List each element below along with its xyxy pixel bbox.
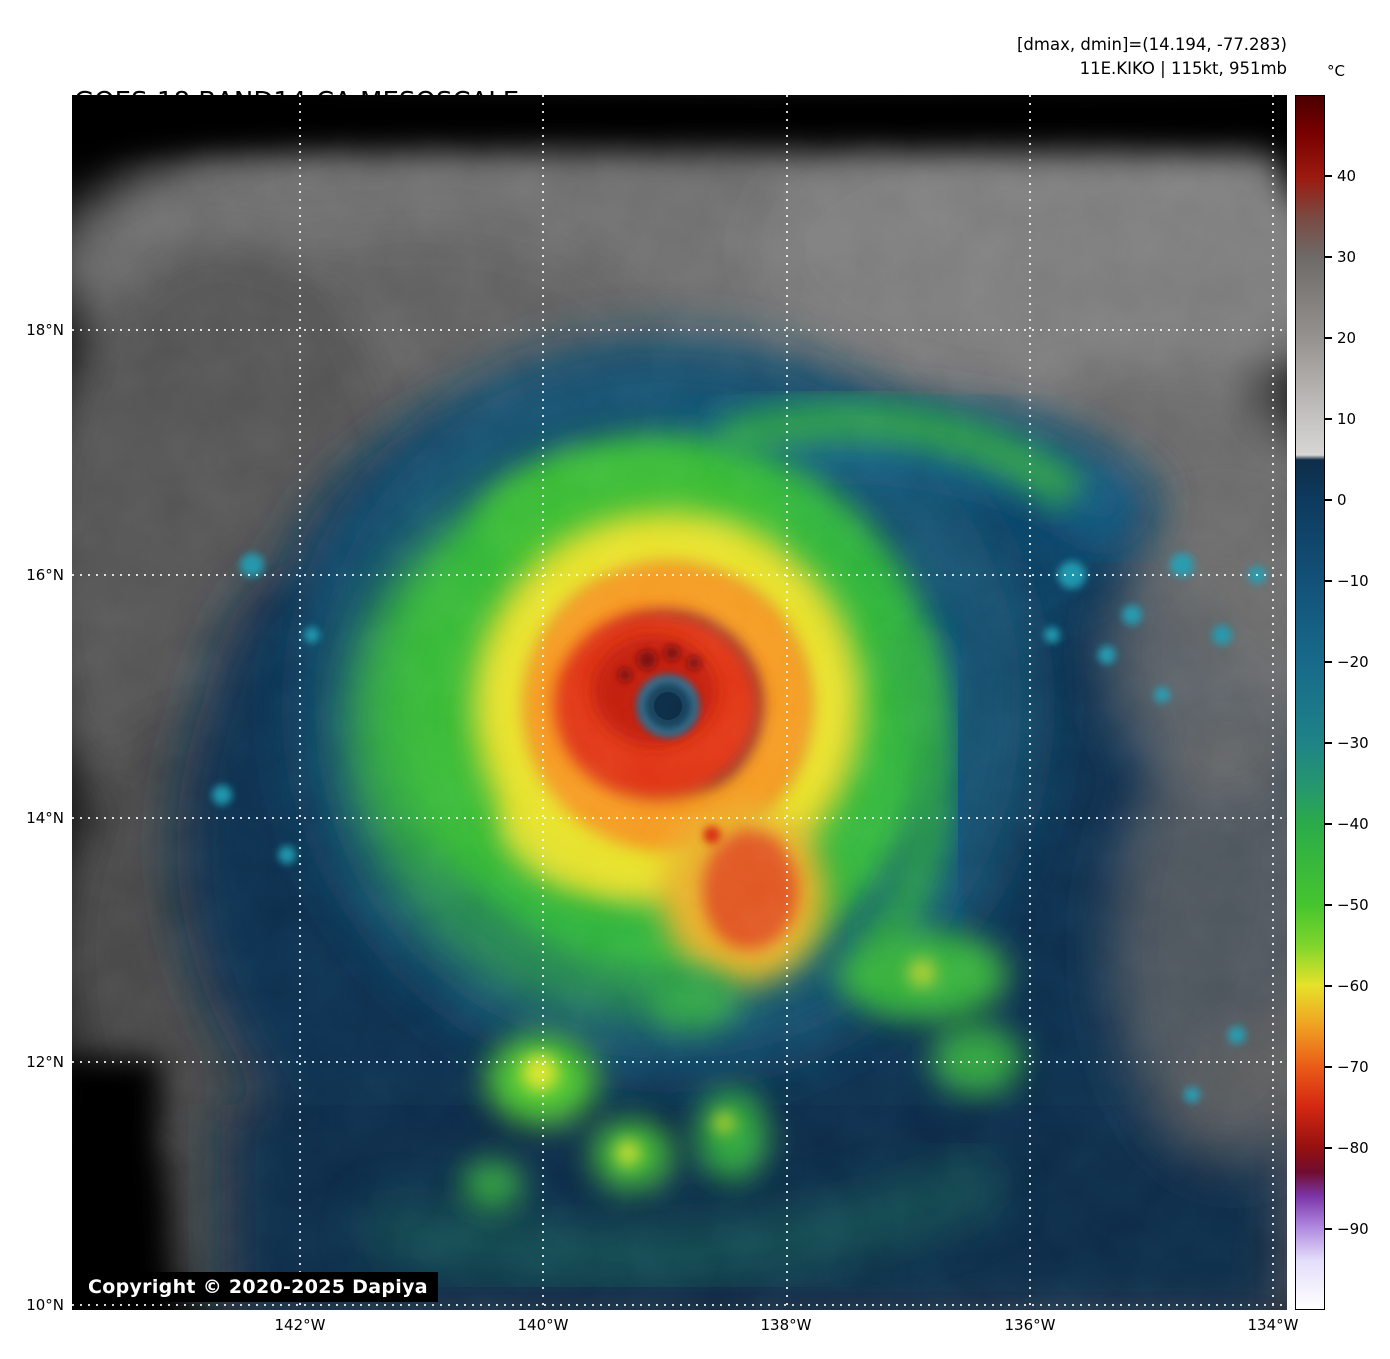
lat-label: 10°N bbox=[26, 1296, 64, 1314]
lat-label: 12°N bbox=[26, 1053, 64, 1071]
lat-label: 18°N bbox=[26, 321, 64, 339]
satellite-image bbox=[72, 95, 1287, 1310]
colorbar-tick-mark bbox=[1325, 1066, 1332, 1068]
lon-label: 134°W bbox=[1247, 1316, 1299, 1334]
colorbar-tick-mark bbox=[1325, 742, 1332, 744]
colorbar-tick-mark bbox=[1325, 1228, 1332, 1230]
colorbar-tick-mark bbox=[1325, 256, 1332, 258]
colorbar-tick-mark bbox=[1325, 499, 1332, 501]
colorbar-tick-mark bbox=[1325, 580, 1332, 582]
colorbar-tick-label: 40 bbox=[1337, 167, 1357, 185]
colorbar-tick-mark bbox=[1325, 418, 1332, 420]
colorbar-tick-label: −80 bbox=[1337, 1139, 1369, 1157]
plot-area: Copyright © 2020-2025 Dapiya bbox=[72, 95, 1287, 1310]
colorbar-tick-mark bbox=[1325, 337, 1332, 339]
lat-label: 14°N bbox=[26, 809, 64, 827]
dmax-dmin-annotation: [dmax, dmin]=(14.194, -77.283) bbox=[1017, 35, 1287, 54]
colorbar-tick-mark bbox=[1325, 661, 1332, 663]
colorbar-tick-label: −50 bbox=[1337, 896, 1369, 914]
colorbar-tick-label: −60 bbox=[1337, 977, 1369, 995]
colorbar-tick-label: −90 bbox=[1337, 1220, 1369, 1238]
colorbar-tick-label: 0 bbox=[1337, 491, 1347, 509]
colorbar-tick-mark bbox=[1325, 175, 1332, 177]
colorbar-tick-mark bbox=[1325, 823, 1332, 825]
temperature-colorbar bbox=[1295, 95, 1325, 1310]
storm-info-annotation: 11E.KIKO | 115kt, 951mb bbox=[1079, 58, 1287, 78]
colorbar-tick-label: 30 bbox=[1337, 248, 1357, 266]
colorbar-tick-label: −10 bbox=[1337, 572, 1369, 590]
lon-label: 142°W bbox=[274, 1316, 326, 1334]
colorbar-tick-mark bbox=[1325, 985, 1332, 987]
colorbar-unit-label: °C bbox=[1327, 62, 1345, 80]
colorbar-tick-mark bbox=[1325, 1147, 1332, 1149]
colorbar-tick-label: −40 bbox=[1337, 815, 1369, 833]
lat-label: 16°N bbox=[26, 566, 64, 584]
lon-label: 138°W bbox=[760, 1316, 812, 1334]
colorbar-tick-label: 10 bbox=[1337, 410, 1357, 428]
lon-label: 140°W bbox=[517, 1316, 569, 1334]
colorbar-tick-label: −70 bbox=[1337, 1058, 1369, 1076]
lon-label: 136°W bbox=[1004, 1316, 1056, 1334]
colorbar-tick-mark bbox=[1325, 904, 1332, 906]
colorbar-tick-label: −20 bbox=[1337, 653, 1369, 671]
copyright-label: Copyright © 2020-2025 Dapiya bbox=[78, 1272, 438, 1302]
colorbar-tick-label: −30 bbox=[1337, 734, 1369, 752]
colorbar-tick-label: 20 bbox=[1337, 329, 1357, 347]
cloud-texture-overlay bbox=[72, 95, 1287, 1310]
annotation-block: [dmax, dmin]=(14.194, -77.283) 11E.KIKO … bbox=[1017, 33, 1287, 81]
